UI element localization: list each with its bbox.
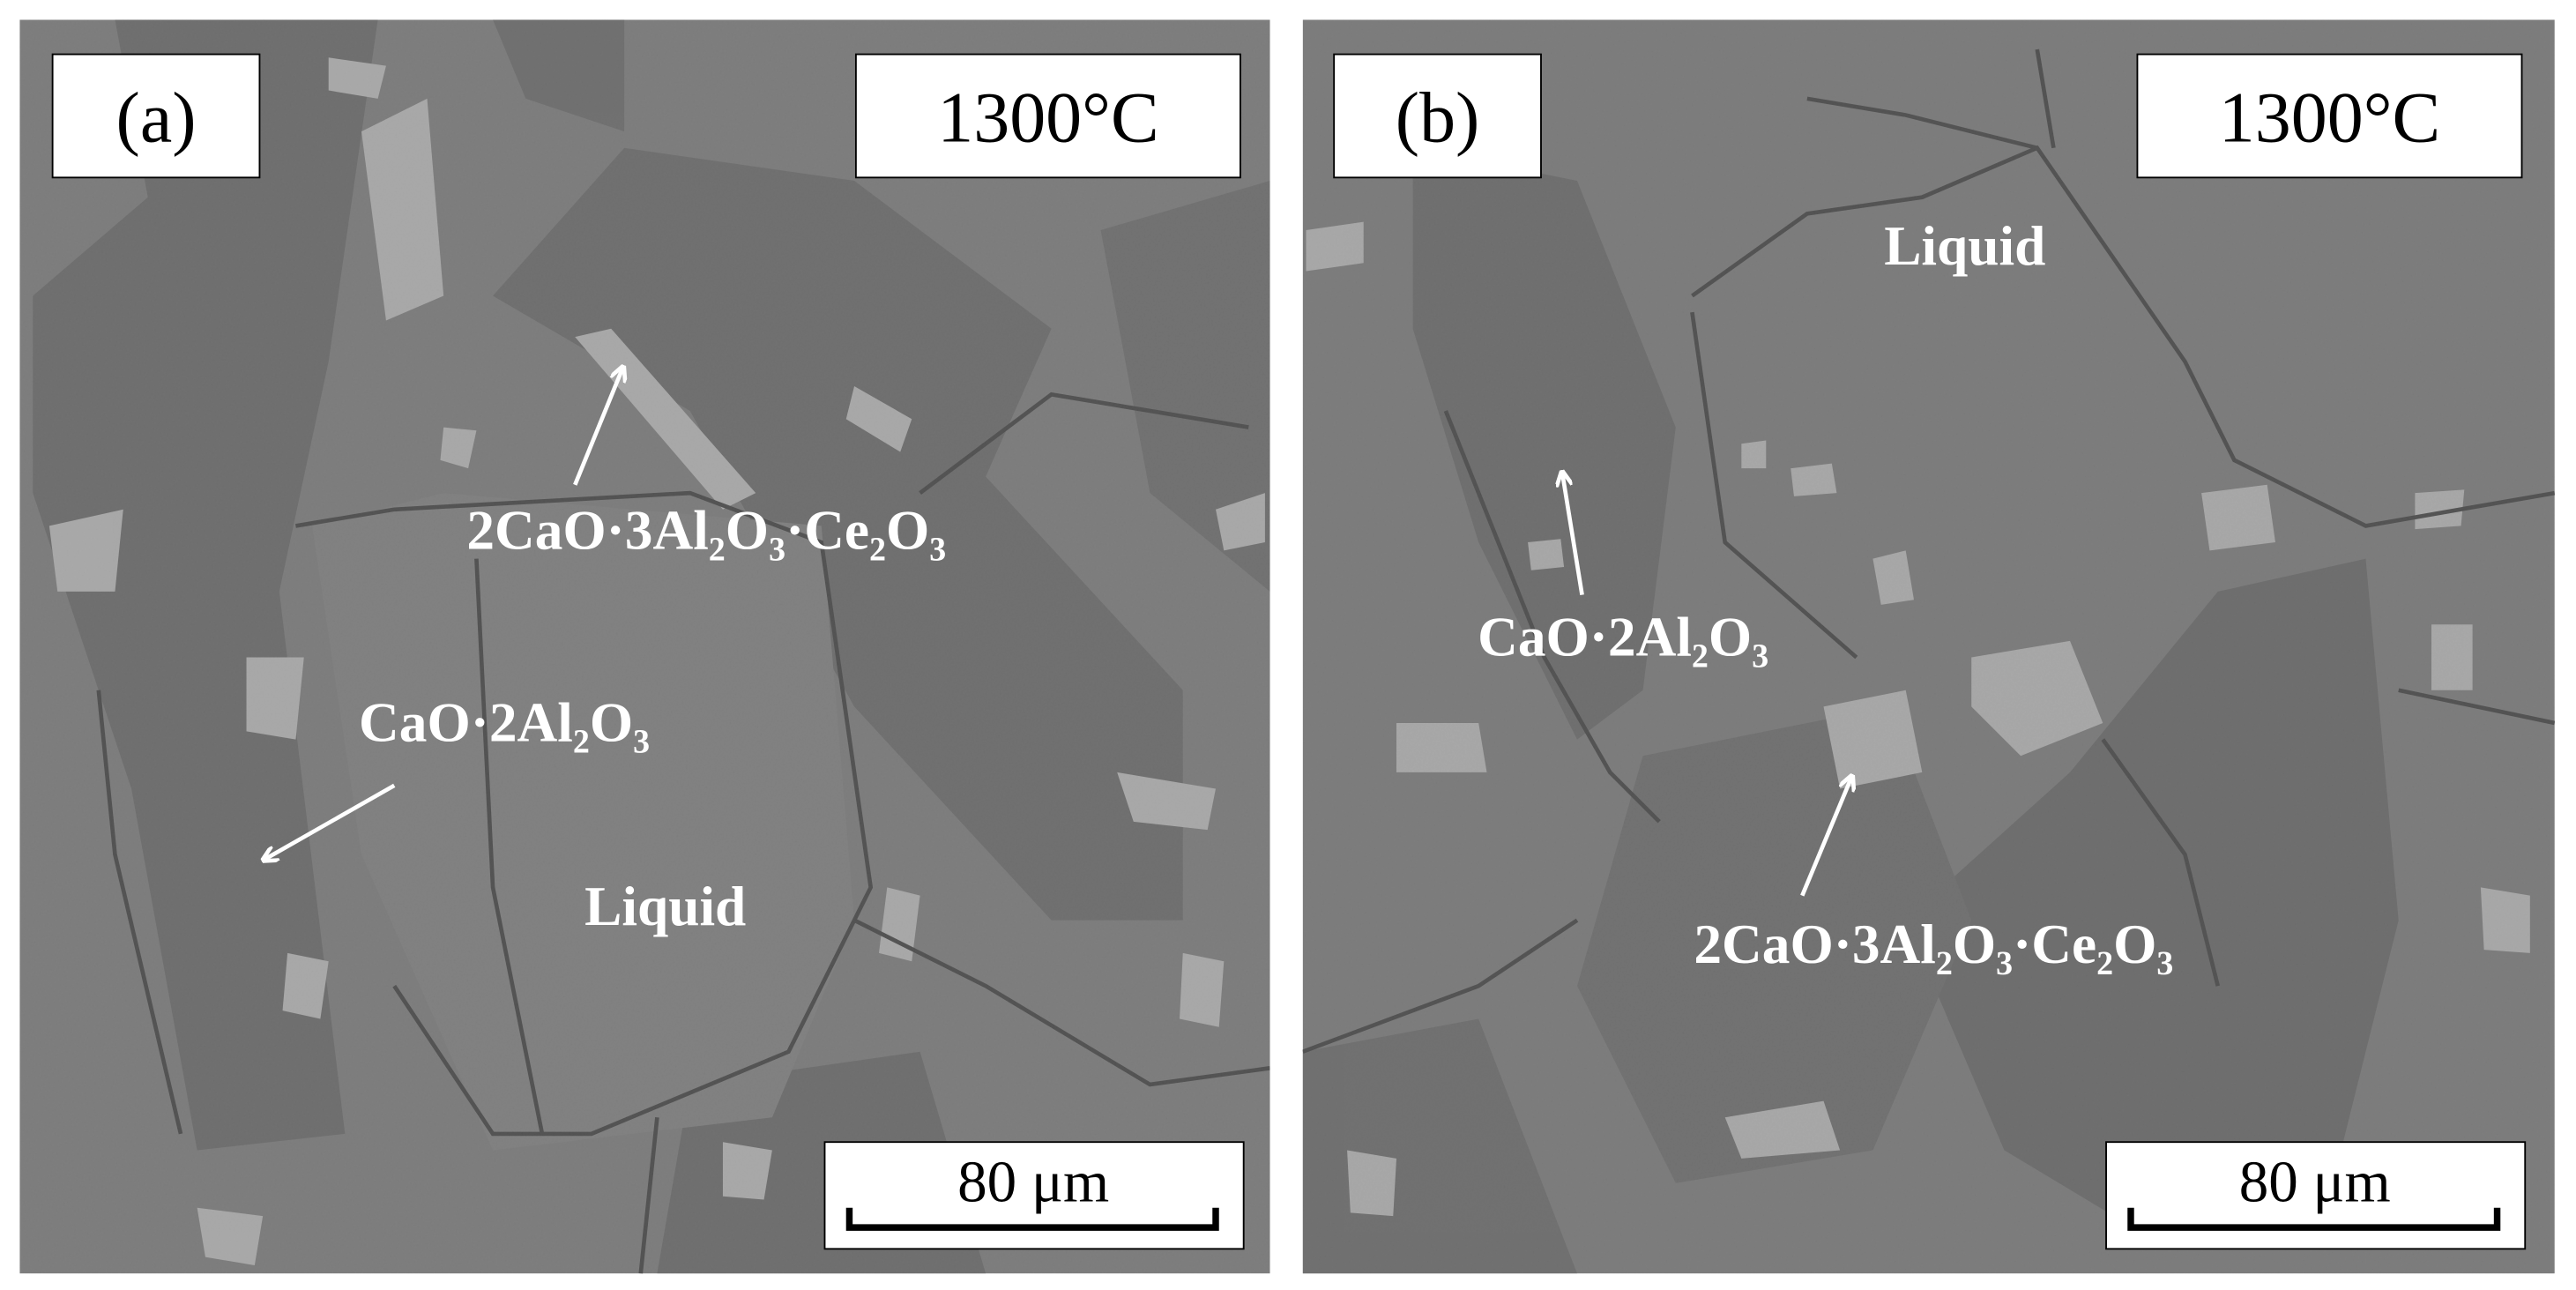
- temperature: 1300°C: [2219, 77, 2440, 157]
- temperature-box: [854, 53, 1241, 179]
- label-box: [1333, 53, 1542, 179]
- arrow: [1562, 473, 1584, 596]
- annotation: CaO·2Al₂O₃: [1478, 607, 1768, 668]
- annotation: Liquid: [1884, 215, 2045, 277]
- panel-a-overlays: (a) 1300°C 80 μm 2CaO·3Al₂O₃·Ce₂O₃ CaO·2…: [51, 53, 1245, 1250]
- panel-b-overlays: (b) 1300°C 80 μm Liquid CaO·2Al₂O₃ 2CaO·…: [1333, 53, 2527, 1250]
- panel-label: (a): [116, 77, 197, 157]
- temperature-box: [2136, 53, 2523, 179]
- label-box: [51, 53, 261, 179]
- panel-label: (b): [1396, 77, 1480, 157]
- annotation: 2CaO·3Al₂O₃·Ce₂O₃: [466, 499, 946, 561]
- scale-bar-label: 80 μm: [957, 1148, 1109, 1214]
- micrograph-b: [1302, 19, 2555, 1274]
- annotation: Liquid: [584, 876, 746, 937]
- scale-box: [823, 1141, 1245, 1250]
- arrow: [1800, 778, 1851, 897]
- micrograph-a: [19, 19, 1270, 1274]
- scale-bar: [845, 1207, 1219, 1231]
- annotation: 2CaO·3Al₂O₃·Ce₂O₃: [1694, 913, 2173, 975]
- annotation: CaO·2Al₂O₃: [359, 692, 650, 754]
- scale-box: [2105, 1141, 2527, 1250]
- arrow: [264, 783, 396, 860]
- scale-bar-label: 80 μm: [2239, 1148, 2391, 1214]
- scale-bar: [2127, 1207, 2501, 1231]
- arrow: [573, 368, 622, 486]
- temperature: 1300°C: [937, 77, 1158, 157]
